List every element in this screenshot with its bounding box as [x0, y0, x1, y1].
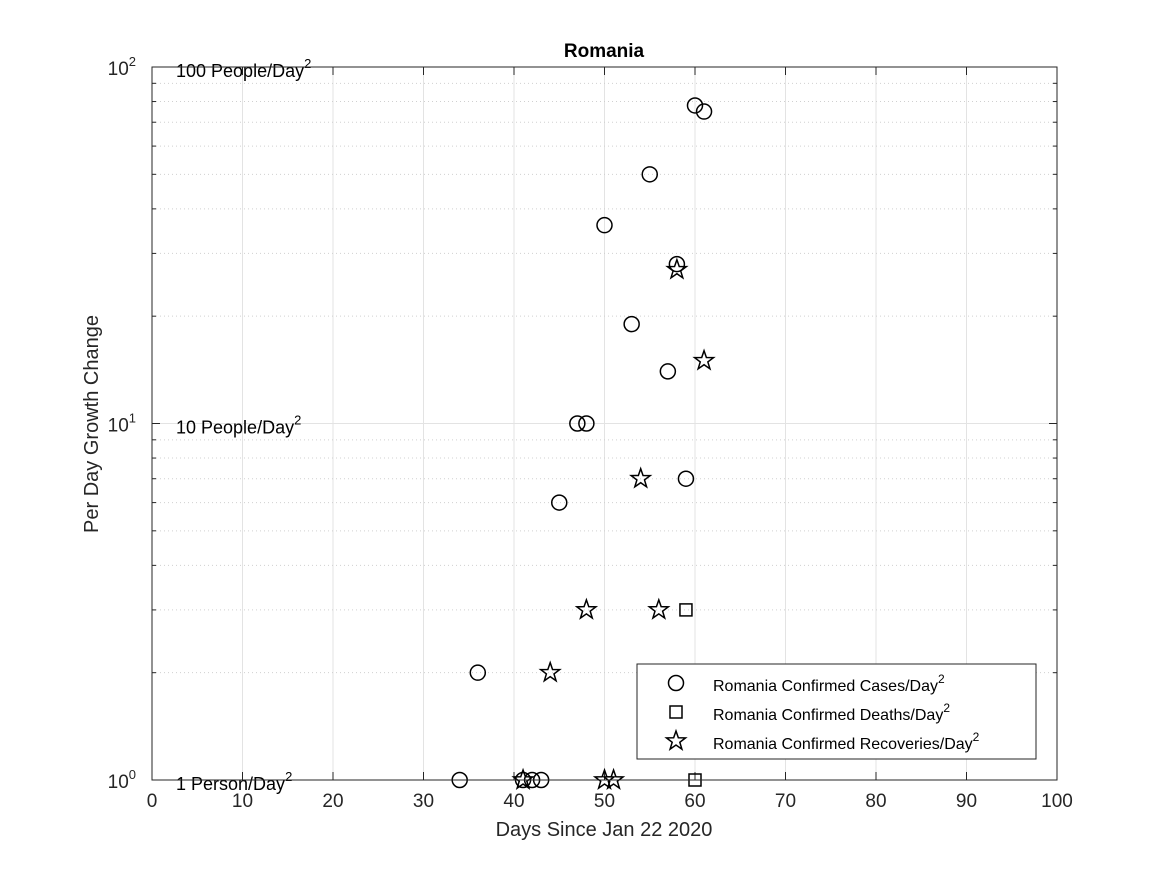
x-tick-label: 30: [413, 791, 434, 812]
legend-circle-icon: [667, 674, 685, 692]
y-tick-base: 10: [108, 416, 129, 437]
y-tick-exponent: 0: [129, 767, 136, 782]
y-tick-base: 10: [108, 772, 129, 793]
x-tick-label: 80: [865, 791, 886, 812]
point-circle: [686, 97, 704, 114]
legend-label-superscript: 2: [973, 730, 980, 744]
y-tick-base: 10: [108, 59, 129, 80]
legend-label-superscript: 2: [938, 672, 945, 686]
x-tick-label: 50: [594, 791, 615, 812]
x-tick-label: 70: [775, 791, 796, 812]
legend-box: [636, 663, 1037, 760]
annotation-superscript: 2: [285, 769, 292, 784]
annotation-text: 100 People/Day: [176, 61, 304, 81]
point-star: [601, 767, 626, 790]
point-star: [665, 257, 689, 280]
y-tick-exponent: 2: [129, 54, 136, 69]
point-star: [629, 466, 653, 489]
y-tick-exponent: 1: [129, 411, 136, 426]
point-star: [538, 660, 562, 683]
point-circle: [677, 470, 695, 487]
annotation-text: 1 Person/Day: [176, 774, 285, 794]
point-star: [692, 348, 716, 371]
legend-label-superscript: 2: [943, 701, 950, 715]
point-square: [679, 603, 693, 617]
y-axis-label: Per Day Growth Change: [81, 315, 103, 533]
point-circle: [596, 216, 613, 234]
x-tick-label: 90: [956, 791, 977, 812]
grid: [152, 67, 1057, 780]
legend-square-icon: [669, 705, 683, 719]
x-axis-label: Days Since Jan 22 2020: [496, 819, 713, 841]
annotation-superscript: 2: [304, 56, 311, 71]
legend-label-text: Romania Confirmed Deaths/Day: [713, 707, 943, 724]
point-circle: [695, 103, 713, 120]
annotation-superscript: 2: [294, 413, 301, 428]
annotation-label: 10 People/Day2: [176, 413, 301, 438]
point-circle: [623, 315, 640, 333]
point-circle: [668, 255, 686, 273]
point-circle: [578, 415, 595, 432]
x-tick-label: 100: [1041, 791, 1073, 812]
legend-label: Romania Confirmed Deaths/Day2: [713, 701, 950, 724]
x-tick-label: 0: [147, 791, 158, 812]
y-tick-label: 101: [108, 411, 136, 437]
y-tick-label: 100: [108, 767, 136, 793]
x-tick-label: 40: [503, 791, 524, 812]
chart-title: Romania: [564, 41, 645, 62]
point-star: [511, 767, 535, 790]
legend-star-icon: [664, 728, 688, 751]
plot-frame: [151, 66, 1058, 781]
point-circle: [569, 415, 586, 432]
data-marks: [451, 97, 716, 790]
point-star: [647, 597, 671, 620]
x-tick-label: 10: [232, 791, 253, 812]
point-star: [574, 597, 599, 620]
point-circle: [641, 166, 658, 183]
point-circle: [469, 664, 487, 681]
annotation-label: 100 People/Day2: [176, 56, 311, 81]
x-tick-label: 60: [684, 791, 705, 812]
legend-label-text: Romania Confirmed Cases/Day: [713, 678, 938, 695]
legend-label: Romania Confirmed Cases/Day2: [713, 672, 945, 695]
point-circle: [659, 363, 677, 380]
y-tick-label: 102: [108, 54, 136, 80]
legend-label-text: Romania Confirmed Recoveries/Day: [713, 736, 973, 753]
legend-label: Romania Confirmed Recoveries/Day2: [713, 730, 980, 753]
annotation-label: 1 Person/Day2: [176, 769, 292, 794]
annotation-text: 10 People/Day: [176, 418, 294, 438]
x-tick-label: 20: [322, 791, 343, 812]
point-circle: [551, 494, 568, 511]
